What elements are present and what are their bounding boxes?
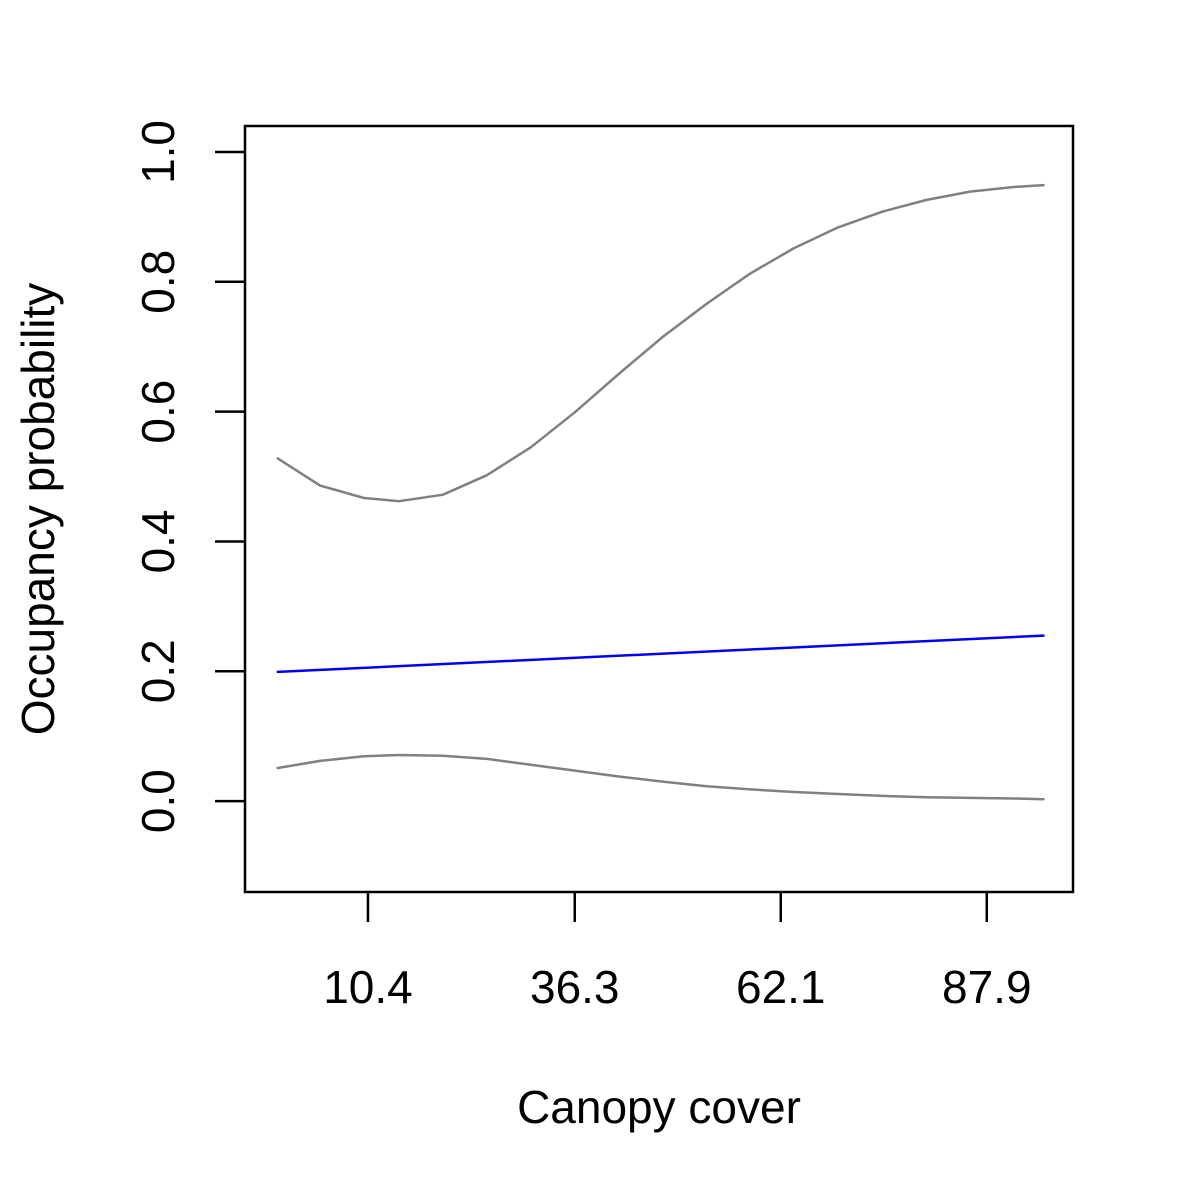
series-line-upper (276, 183, 1045, 503)
series-line-fit (276, 634, 1045, 674)
y-tick-label-1: 0.2 (132, 639, 184, 703)
x-axis: 10.4 36.3 62.1 87.9 (323, 892, 1032, 1013)
y-tick-label-5: 1.0 (132, 120, 184, 184)
series-line-lower (276, 753, 1045, 801)
y-axis: 0.0 0.2 0.4 0.6 0.8 1.0 (132, 120, 245, 833)
y-tick-label-2: 0.4 (132, 509, 184, 573)
x-tick-label-3: 87.9 (942, 961, 1032, 1013)
x-tick-label-0: 10.4 (323, 961, 413, 1013)
y-tick-label-0: 0.0 (132, 769, 184, 833)
y-tick-label-3: 0.6 (132, 380, 184, 444)
x-tick-label-2: 62.1 (736, 961, 826, 1013)
y-tick-label-4: 0.8 (132, 250, 184, 314)
x-tick-label-1: 36.3 (530, 961, 620, 1013)
y-axis-title: Occupancy probability (12, 283, 64, 736)
x-axis-title: Canopy cover (517, 1081, 801, 1133)
plot-frame (243, 124, 1075, 894)
series-layer (276, 183, 1045, 801)
